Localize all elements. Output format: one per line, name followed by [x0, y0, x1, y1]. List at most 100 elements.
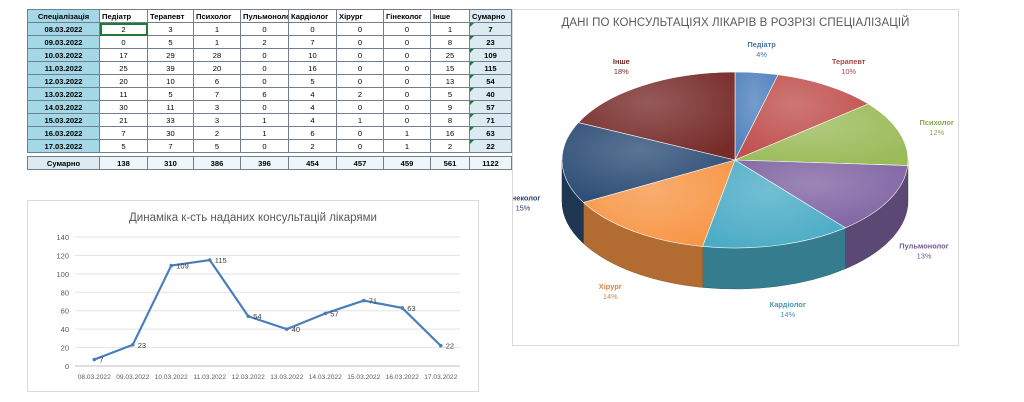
date-cell[interactable]: 09.03.2022 [27, 35, 100, 49]
column-total-cell[interactable]: 454 [288, 156, 337, 170]
value-cell[interactable]: 29 [147, 48, 194, 62]
value-cell[interactable]: 0 [240, 74, 289, 88]
value-cell[interactable]: 1 [336, 113, 384, 127]
totals-label-cell[interactable]: Сумарно [27, 156, 100, 170]
value-cell[interactable]: 0 [383, 87, 431, 101]
data-point[interactable] [400, 306, 405, 310]
date-cell[interactable]: 12.03.2022 [27, 74, 100, 88]
value-cell[interactable]: 21 [99, 113, 148, 127]
value-cell[interactable]: 7 [147, 139, 194, 153]
row-total-cell[interactable]: 40 [469, 87, 512, 101]
value-cell[interactable]: 3 [193, 100, 241, 114]
value-cell[interactable]: 1 [193, 35, 241, 49]
value-cell[interactable]: 7 [99, 126, 148, 140]
value-cell[interactable]: 0 [240, 61, 289, 75]
value-cell[interactable]: 0 [336, 35, 384, 49]
date-cell[interactable]: 11.03.2022 [27, 61, 100, 75]
date-cell[interactable]: 10.03.2022 [27, 48, 100, 62]
value-cell[interactable]: 0 [336, 100, 384, 114]
date-cell[interactable]: 15.03.2022 [27, 113, 100, 127]
value-cell[interactable]: 7 [193, 87, 241, 101]
column-total-cell[interactable]: 459 [383, 156, 431, 170]
value-cell[interactable]: 5 [147, 35, 194, 49]
column-header[interactable]: Спеціалізація [27, 9, 100, 23]
value-cell[interactable]: 4 [288, 113, 337, 127]
row-total-cell[interactable]: 7 [469, 22, 512, 36]
value-cell[interactable]: 11 [147, 100, 194, 114]
value-cell[interactable]: 6 [288, 126, 337, 140]
value-cell[interactable]: 28 [193, 48, 241, 62]
value-cell[interactable]: 20 [193, 61, 241, 75]
row-total-cell[interactable]: 57 [469, 100, 512, 114]
value-cell[interactable]: 8 [430, 35, 470, 49]
value-cell[interactable]: 13 [430, 74, 470, 88]
value-cell[interactable]: 9 [430, 100, 470, 114]
value-cell[interactable]: 25 [430, 48, 470, 62]
value-cell[interactable]: 2 [193, 126, 241, 140]
column-header[interactable]: Пульмонолог [240, 9, 289, 23]
value-cell[interactable]: 0 [336, 61, 384, 75]
column-total-cell[interactable]: 310 [147, 156, 194, 170]
value-cell[interactable]: 2 [240, 35, 289, 49]
value-cell[interactable]: 0 [240, 139, 289, 153]
value-cell[interactable]: 30 [99, 100, 148, 114]
grand-total-cell[interactable]: 1122 [469, 156, 512, 170]
value-cell[interactable]: 0 [383, 100, 431, 114]
value-cell[interactable]: 1 [383, 126, 431, 140]
value-cell[interactable]: 4 [288, 87, 337, 101]
column-total-cell[interactable]: 457 [336, 156, 384, 170]
date-cell[interactable]: 13.03.2022 [27, 87, 100, 101]
value-cell[interactable]: 1 [430, 22, 470, 36]
line-chart[interactable]: Динаміка к-сть наданих консультацій ліка… [27, 200, 479, 392]
value-cell[interactable]: 0 [336, 74, 384, 88]
value-cell[interactable]: 0 [336, 48, 384, 62]
series-line[interactable] [93, 258, 442, 361]
column-header[interactable]: Педіатр [99, 9, 148, 23]
value-cell[interactable]: 2 [99, 22, 148, 36]
row-total-cell[interactable]: 71 [469, 113, 512, 127]
value-cell[interactable]: 16 [430, 126, 470, 140]
column-total-cell[interactable]: 561 [430, 156, 470, 170]
value-cell[interactable]: 0 [383, 74, 431, 88]
value-cell[interactable]: 2 [336, 87, 384, 101]
row-total-cell[interactable]: 23 [469, 35, 512, 49]
column-header[interactable]: Гінеколог [383, 9, 431, 23]
value-cell[interactable]: 1 [383, 139, 431, 153]
data-point[interactable] [323, 311, 328, 316]
value-cell[interactable]: 6 [193, 74, 241, 88]
value-cell[interactable]: 5 [430, 87, 470, 101]
value-cell[interactable]: 5 [99, 139, 148, 153]
value-cell[interactable]: 0 [240, 48, 289, 62]
value-cell[interactable]: 1 [240, 126, 289, 140]
value-cell[interactable]: 20 [99, 74, 148, 88]
value-cell[interactable]: 10 [147, 74, 194, 88]
data-point[interactable] [246, 314, 251, 319]
pie-chart[interactable]: ДАНІ ПО КОНСУЛЬТАЦІЯХ ЛІКАРІВ В РОЗРІЗІ … [512, 9, 959, 346]
value-cell[interactable]: 5 [147, 87, 194, 101]
value-cell[interactable]: 7 [288, 35, 337, 49]
value-cell[interactable]: 16 [288, 61, 337, 75]
value-cell[interactable]: 2 [430, 139, 470, 153]
value-cell[interactable]: 3 [147, 22, 194, 36]
value-cell[interactable]: 15 [430, 61, 470, 75]
column-total-cell[interactable]: 386 [193, 156, 241, 170]
data-point[interactable] [92, 357, 97, 362]
value-cell[interactable]: 5 [288, 74, 337, 88]
row-total-cell[interactable]: 115 [469, 61, 512, 75]
value-cell[interactable]: 11 [99, 87, 148, 101]
row-total-cell[interactable]: 54 [469, 74, 512, 88]
data-point[interactable] [361, 298, 366, 303]
data-point[interactable] [284, 327, 289, 331]
value-cell[interactable]: 0 [288, 22, 337, 36]
row-total-cell[interactable]: 109 [469, 48, 512, 62]
value-cell[interactable]: 0 [240, 22, 289, 36]
value-cell[interactable]: 39 [147, 61, 194, 75]
value-cell[interactable]: 0 [240, 100, 289, 114]
value-cell[interactable]: 6 [240, 87, 289, 101]
row-total-cell[interactable]: 22 [469, 139, 512, 153]
column-total-cell[interactable]: 396 [240, 156, 289, 170]
value-cell[interactable]: 0 [383, 35, 431, 49]
column-total-cell[interactable]: 138 [99, 156, 148, 170]
data-point[interactable] [169, 263, 174, 268]
date-cell[interactable]: 17.03.2022 [27, 139, 100, 153]
